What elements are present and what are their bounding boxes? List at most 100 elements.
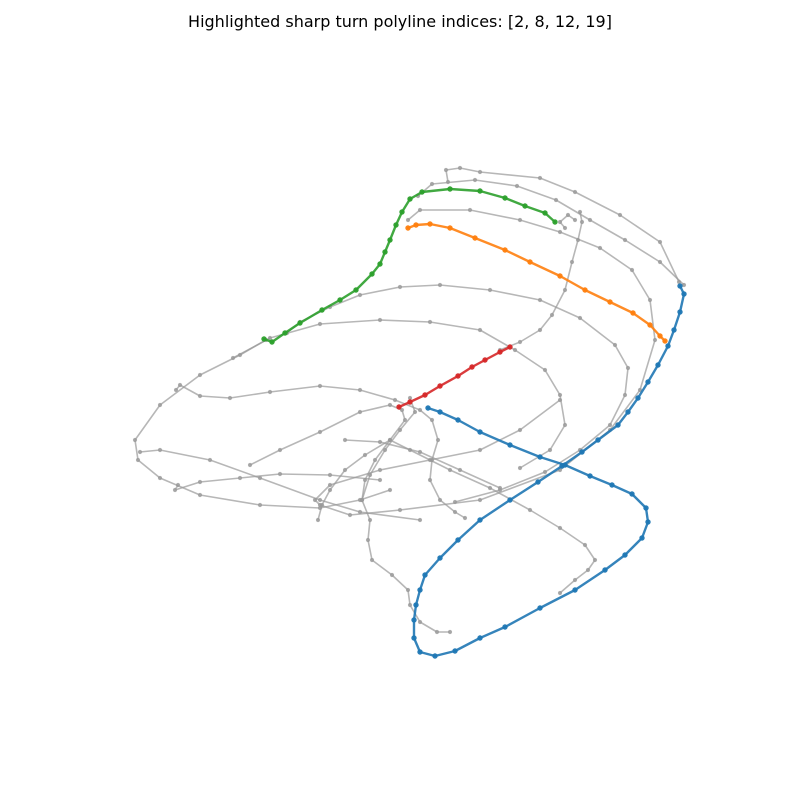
polyline-vertex [315, 517, 321, 523]
polyline-vertex [655, 362, 661, 368]
polyline-vertex [622, 237, 628, 243]
polyline-10-gray [132, 337, 393, 511]
polyline-vertex [317, 429, 323, 435]
polyline-vertex [472, 177, 478, 183]
polyline-vertex [417, 407, 423, 413]
polyline-vertex [552, 219, 558, 225]
polyline-vertex [572, 577, 578, 583]
polyline-vertex [427, 221, 433, 227]
polyline-vertex [297, 320, 303, 326]
polyline-vertex [173, 387, 179, 393]
polyline-vertex [477, 447, 483, 453]
polyline-vertex [337, 297, 343, 303]
polyline-vertex [359, 497, 365, 503]
polyline-vertex [282, 330, 288, 336]
polyline-vertex [407, 395, 413, 401]
polyline-vertex [562, 422, 568, 428]
polyline-vertex [547, 447, 553, 453]
polyline-path [317, 439, 596, 594]
polyline-vertex [676, 279, 682, 285]
polyline-vertex [317, 321, 323, 327]
polyline-vertex [472, 235, 478, 241]
polyline-vertex [542, 210, 548, 216]
polyline-vertex [629, 491, 635, 497]
polyline-11-gray [247, 402, 453, 635]
polyline-vertex [437, 555, 443, 561]
polyline-vertex [587, 217, 593, 223]
polyline-vertex [447, 467, 453, 473]
polyline-vertex [507, 497, 513, 503]
polyline-vertex [342, 437, 348, 443]
polyline-vertex [572, 587, 578, 593]
polyline-2-gray [312, 207, 658, 518]
polyline-vertex [417, 649, 423, 655]
polyline-vertex [132, 437, 138, 443]
polyline-vertex [435, 437, 441, 443]
polyline-vertex [397, 427, 403, 433]
polyline-vertex [261, 336, 267, 342]
polyline-vertex [437, 383, 443, 389]
polyline-vertex [377, 467, 383, 473]
polyline-vertex [357, 409, 363, 415]
polyline-vertex [477, 188, 483, 194]
polyline-vertex [397, 284, 403, 290]
polyline-vertex [602, 567, 608, 573]
polyline-vertex [365, 537, 371, 543]
polyline-vertex [413, 222, 419, 228]
polyline-1-gray [443, 165, 682, 285]
polyline-vertex [457, 165, 463, 171]
polyline-vertex [177, 382, 183, 388]
polyline-path [417, 179, 685, 286]
polyline-vertex [405, 225, 411, 231]
polyline-vertex [369, 271, 375, 277]
polyline-vertex [237, 352, 243, 358]
polyline-vertex [377, 261, 383, 267]
polyline-vertex [317, 383, 323, 389]
polyline-vertex [447, 186, 453, 192]
polyline-4-gray [557, 212, 578, 231]
polyline-vertex [477, 169, 483, 175]
polyline-vertex [579, 219, 585, 225]
chart-title: Highlighted sharp turn polyline indices:… [188, 12, 612, 31]
polyline-vertex [417, 449, 423, 455]
polyline-vertex [467, 207, 473, 213]
polyline-vertex [542, 469, 548, 475]
polyline-vertex [622, 552, 628, 558]
polyline-vertex [389, 572, 395, 578]
polyline-vertex [665, 343, 671, 349]
polyline-path [559, 214, 576, 229]
polyline-vertex [157, 447, 163, 453]
polyline-vertex [396, 404, 402, 410]
polyline-vertex [577, 315, 583, 321]
polyline-13-gray [315, 437, 598, 596]
polyline-vertex [514, 183, 520, 189]
polyline-vertex [565, 212, 571, 218]
polyline-vertex [372, 457, 378, 463]
polyline-vertex [429, 417, 435, 423]
polyline-path [406, 222, 667, 343]
polyline-vertex [437, 409, 443, 415]
polyline-vertex [497, 485, 503, 491]
polyline-vertex [507, 442, 513, 448]
polyline-vertex [677, 283, 683, 289]
polyline-vertex [477, 497, 483, 503]
polyline-path [397, 345, 512, 409]
polyline-vertex [557, 525, 563, 531]
polyline-vertex [422, 392, 428, 398]
polyline-14-gray [342, 437, 503, 491]
polyline-vertex [327, 472, 333, 478]
polyline-vertex [197, 372, 203, 378]
polyline-vertex [417, 587, 423, 593]
polyline-vertex [447, 225, 453, 231]
polyline-vertex [387, 402, 393, 408]
polyline-vertex [477, 429, 483, 435]
polyline-vertex [612, 342, 618, 348]
polyline-vertex [537, 175, 543, 181]
polyline-vertex [557, 229, 563, 235]
polyline-6-gray [173, 382, 468, 521]
polyline-vertex [347, 512, 353, 518]
polyline-vertex [267, 335, 273, 341]
polyline-vertex [557, 273, 563, 279]
polyline-vertex [407, 196, 413, 202]
